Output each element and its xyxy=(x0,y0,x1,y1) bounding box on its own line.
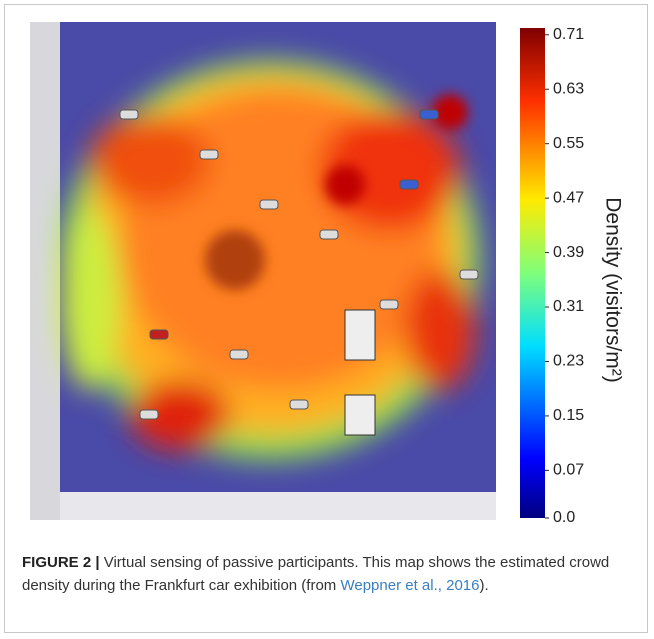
caption-text: Virtual sensing of passive participants.… xyxy=(22,554,609,594)
colorbar-tick-label: 0.0 xyxy=(553,509,575,526)
colorbar-tick-label: 0.39 xyxy=(553,244,584,261)
caption: FIGURE 2 | Virtual sensing of passive pa… xyxy=(22,551,632,597)
caption-label: FIGURE 2 | xyxy=(22,554,100,571)
colorbar-tick-label: 0.47 xyxy=(553,189,584,206)
page: Density (visitors/m²) 0.0 0.07 0.15 0.23 0.3… xyxy=(0,0,654,639)
colorbar-tick-label: 0.15 xyxy=(553,407,584,424)
figure: Density (visitors/m²) 0.0 0.07 0.15 0.23 0.3… xyxy=(0,0,654,540)
colorbar-tick-label: 0.07 xyxy=(553,462,584,479)
colorbar-tick-label: 0.23 xyxy=(553,353,584,370)
density-map xyxy=(30,22,496,520)
colorbar xyxy=(520,28,545,518)
colorbar-tick-label: 0.55 xyxy=(553,135,584,152)
colorbar-label: Density (visitors/m²) xyxy=(601,197,624,383)
caption-end: ). xyxy=(479,577,488,594)
colorbar-tick-label: 0.63 xyxy=(553,80,584,97)
colorbar-tick-label: 0.71 xyxy=(553,26,584,43)
colorbar-tick-label: 0.31 xyxy=(553,298,584,315)
citation-link[interactable]: Weppner et al., 2016 xyxy=(340,577,479,594)
